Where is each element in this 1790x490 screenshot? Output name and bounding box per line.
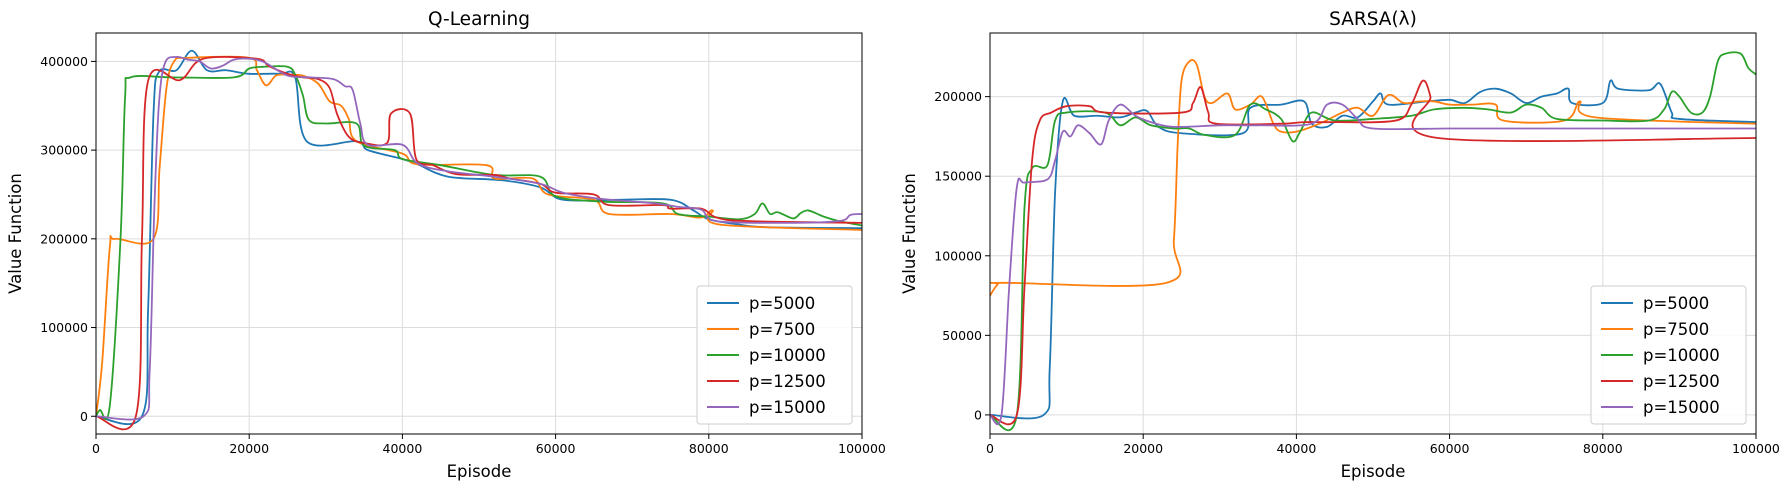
series-line-p-15000: [990, 101, 1756, 426]
ticks: 0 20000 40000 60000 80000 100000 0 100000 200000…: [40, 54, 886, 456]
chart-panel-2: 0 20000 40000 60000 80000 100000 0 50000 100000 1…: [900, 9, 1780, 481]
x-tick-label: 100000: [1732, 441, 1780, 456]
x-tick-label: 0: [986, 441, 994, 456]
y-tick-label: 200000: [40, 231, 88, 246]
y-tick-label: 200000: [934, 89, 982, 104]
y-tick-label: 100000: [934, 248, 982, 263]
legend-item: p=15000: [707, 398, 826, 417]
legend-item: p=7500: [707, 320, 815, 339]
series-line-p-12500: [96, 55, 862, 431]
legend-item: p=5000: [707, 294, 815, 313]
x-tick-label: 80000: [1583, 441, 1623, 456]
x-axis-label: Episode: [447, 462, 512, 481]
legend-label: p=5000: [1643, 294, 1709, 313]
series-group: [990, 51, 1756, 432]
legend-item: p=10000: [707, 346, 826, 365]
series-group: [96, 49, 862, 431]
x-tick-label: 40000: [383, 441, 423, 456]
legend: p=5000 p=7500 p=10000 p=12500 p=15000: [696, 285, 853, 425]
ticks: 0 20000 40000 60000 80000 100000 0 50000 100000 1…: [934, 89, 1780, 456]
y-tick-label: 0: [974, 407, 982, 422]
x-axis-label: Episode: [1341, 462, 1406, 481]
legend-item: p=15000: [1601, 398, 1720, 417]
chart-title: Q-Learning: [428, 9, 530, 30]
y-tick-label: 400000: [40, 54, 88, 69]
y-tick-label: 100000: [40, 320, 88, 335]
series-line-p-5000: [990, 79, 1756, 420]
y-tick-label: 0: [80, 409, 88, 424]
series-line-p-7500: [990, 59, 1756, 297]
legend-box: [696, 285, 853, 425]
x-tick-label: 60000: [536, 441, 576, 456]
legend-label: p=15000: [1643, 398, 1720, 417]
x-tick-label: 60000: [1430, 441, 1470, 456]
x-tick-label: 100000: [838, 441, 886, 456]
y-axis-label: Value Function: [900, 173, 919, 294]
series-line-p-12500: [990, 79, 1756, 426]
legend-label: p=5000: [749, 294, 815, 313]
y-tick-label: 150000: [934, 169, 982, 184]
legend-label: p=15000: [749, 398, 826, 417]
legend: p=5000 p=7500 p=10000 p=12500 p=15000: [1590, 285, 1747, 425]
legend-label: p=12500: [1643, 372, 1720, 391]
legend-label: p=12500: [749, 372, 826, 391]
legend-item: p=12500: [1601, 372, 1720, 391]
axes-frame: [95, 32, 863, 435]
legend-item: p=10000: [1601, 346, 1720, 365]
series-line-p-10000: [96, 65, 862, 420]
legend-label: p=10000: [749, 346, 826, 365]
x-tick-label: 40000: [1277, 441, 1317, 456]
axes-frame: [989, 32, 1757, 435]
series-line-p-7500: [96, 55, 862, 417]
legend-label: p=7500: [1643, 320, 1709, 339]
y-tick-label: 300000: [40, 143, 88, 158]
x-tick-label: 0: [92, 441, 100, 456]
legend-box: [1590, 285, 1747, 425]
legend-item: p=12500: [707, 372, 826, 391]
x-tick-label: 20000: [229, 441, 269, 456]
y-tick-label: 50000: [942, 328, 982, 343]
series-line-p-10000: [990, 51, 1756, 432]
legend-label: p=10000: [1643, 346, 1720, 365]
legend-item: p=5000: [1601, 294, 1709, 313]
x-tick-label: 20000: [1123, 441, 1163, 456]
y-axis-label: Value Function: [6, 173, 25, 294]
x-tick-label: 80000: [689, 441, 729, 456]
chart-panel-1: 0 20000 40000 60000 80000 100000 0 100000 200000…: [6, 9, 886, 481]
series-line-p-15000: [96, 55, 862, 421]
chart-title: SARSA(λ): [1329, 9, 1417, 30]
legend-item: p=7500: [1601, 320, 1709, 339]
legend-label: p=7500: [749, 320, 815, 339]
